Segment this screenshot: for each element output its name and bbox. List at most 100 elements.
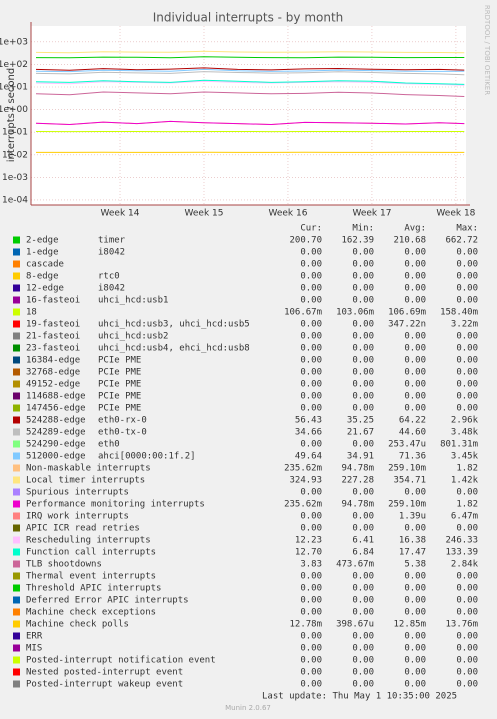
series-line xyxy=(35,79,465,85)
legend-swatch xyxy=(13,632,20,640)
plot-area xyxy=(31,26,466,205)
legend-swatch xyxy=(13,428,20,436)
legend-max: 0.00 xyxy=(456,344,478,354)
legend-name: MIS xyxy=(26,644,42,654)
legend-header: Avg: xyxy=(404,224,426,234)
last-update: Last update: Thu May 1 10:35:00 2025 xyxy=(262,692,457,702)
legend-avg: 12.85m xyxy=(393,620,426,630)
legend-name: IRQ work interrupts xyxy=(26,512,129,522)
legend-name: 524288-edge xyxy=(26,416,86,426)
legend-max: 6.47m xyxy=(451,512,478,522)
legend-max: 246.33 xyxy=(445,536,478,546)
legend-swatch xyxy=(13,656,20,664)
legend-name: APIC ICR read retries xyxy=(26,524,140,534)
legend-cur: 3.83 xyxy=(300,560,322,570)
legend-min: 0.00 xyxy=(352,656,374,666)
legend-name: Spurious interrupts xyxy=(26,488,129,498)
legend-min: 398.67u xyxy=(336,620,374,630)
legend-name: 2-edge xyxy=(26,236,59,246)
legend-min: 0.00 xyxy=(352,632,374,642)
legend-name: Posted-interrupt notification event xyxy=(26,656,216,666)
legend-min: 0.00 xyxy=(352,272,374,282)
legend-max: 133.39 xyxy=(445,548,478,558)
series-line xyxy=(35,67,465,71)
legend-avg: 0.00 xyxy=(404,248,426,258)
legend-name: 18 xyxy=(26,308,37,318)
x-tick-label: Week 15 xyxy=(185,209,224,219)
y-tick-label: 1e+00 xyxy=(0,105,28,115)
legend-cur: 0.00 xyxy=(300,260,322,270)
legend-swatch xyxy=(13,440,20,448)
legend-device: PCIe PME xyxy=(98,392,141,402)
legend-name: cascade xyxy=(26,260,64,270)
legend-name: Thermal event interrupts xyxy=(26,572,156,582)
series-line xyxy=(35,50,465,54)
series-line xyxy=(35,91,465,97)
legend-min: 0.00 xyxy=(352,668,374,678)
legend-cur: 106.67m xyxy=(284,308,322,318)
legend-name: 524289-edge xyxy=(26,428,86,438)
legend-name: 524290-edge xyxy=(26,440,86,450)
legend-cur: 0.00 xyxy=(300,584,322,594)
legend-min: 0.00 xyxy=(352,440,374,450)
legend-name: Nested posted-interrupt event xyxy=(26,668,183,678)
legend-name: 23-fasteoi xyxy=(26,344,80,354)
legend-avg: 259.10m xyxy=(388,500,426,510)
legend-avg: 0.00 xyxy=(404,332,426,342)
legend-max: 1.82 xyxy=(456,500,478,510)
legend-cur: 0.00 xyxy=(300,656,322,666)
legend-cur: 0.00 xyxy=(300,284,322,294)
legend-min: 0.00 xyxy=(352,584,374,594)
legend-min: 0.00 xyxy=(352,344,374,354)
legend-name: ERR xyxy=(26,632,43,642)
legend-min: 94.78m xyxy=(341,500,374,510)
legend-cur: 324.93 xyxy=(289,476,322,486)
legend-device: PCIe PME xyxy=(98,356,141,366)
footer: Munin 2.0.67 xyxy=(225,704,271,712)
legend-max: 3.48k xyxy=(451,428,479,438)
legend-avg: 0.00 xyxy=(404,260,426,270)
legend-name: Machine check polls xyxy=(26,620,129,630)
legend-cur: 0.00 xyxy=(300,680,322,690)
legend-cur: 0.00 xyxy=(300,368,322,378)
legend-max: 0.00 xyxy=(456,644,478,654)
series-line xyxy=(35,71,465,76)
legend-min: 35.25 xyxy=(347,416,374,426)
legend-name: Function call interrupts xyxy=(26,548,156,558)
legend-name: Threshold APIC interrupts xyxy=(26,584,161,594)
legend-avg: 210.68 xyxy=(393,236,426,246)
legend-swatch xyxy=(13,620,20,628)
legend-name: 21-fasteoi xyxy=(26,332,80,342)
legend-avg: 259.10m xyxy=(388,464,426,474)
series-line xyxy=(35,68,465,73)
legend-header: Min: xyxy=(352,224,374,234)
legend-max: 1.82 xyxy=(456,464,478,474)
legend-name: 16384-edge xyxy=(26,356,80,366)
legend-swatch xyxy=(13,548,20,556)
legend-swatch xyxy=(13,608,20,616)
legend-max: 0.00 xyxy=(456,248,478,258)
legend-device: eth0-tx-0 xyxy=(98,428,147,438)
legend-min: 0.00 xyxy=(352,608,374,618)
legend-device: i8042 xyxy=(98,248,125,258)
legend-max: 0.00 xyxy=(456,296,478,306)
legend-name: 147456-edge xyxy=(26,404,86,414)
legend-name: 8-edge xyxy=(26,272,59,282)
legend-cur: 49.64 xyxy=(295,452,322,462)
legend-avg: 0.00 xyxy=(404,632,426,642)
y-tick-label: 1e+01 xyxy=(0,82,28,92)
legend-swatch xyxy=(13,584,20,592)
legend-cur: 12.23 xyxy=(295,536,322,546)
legend-swatch xyxy=(13,260,20,268)
legend-avg: 0.00 xyxy=(404,668,426,678)
legend-avg: 0.00 xyxy=(404,344,426,354)
legend-name: Local timer interrupts xyxy=(26,476,145,486)
legend-max: 0.00 xyxy=(456,368,478,378)
legend-min: 0.00 xyxy=(352,248,374,258)
legend-cur: 0.00 xyxy=(300,332,322,342)
legend-max: 3.45k xyxy=(451,452,479,462)
legend-min: 162.39 xyxy=(341,236,374,246)
chart-title: Individual interrupts - by month xyxy=(153,11,344,25)
legend-max: 0.00 xyxy=(456,380,478,390)
